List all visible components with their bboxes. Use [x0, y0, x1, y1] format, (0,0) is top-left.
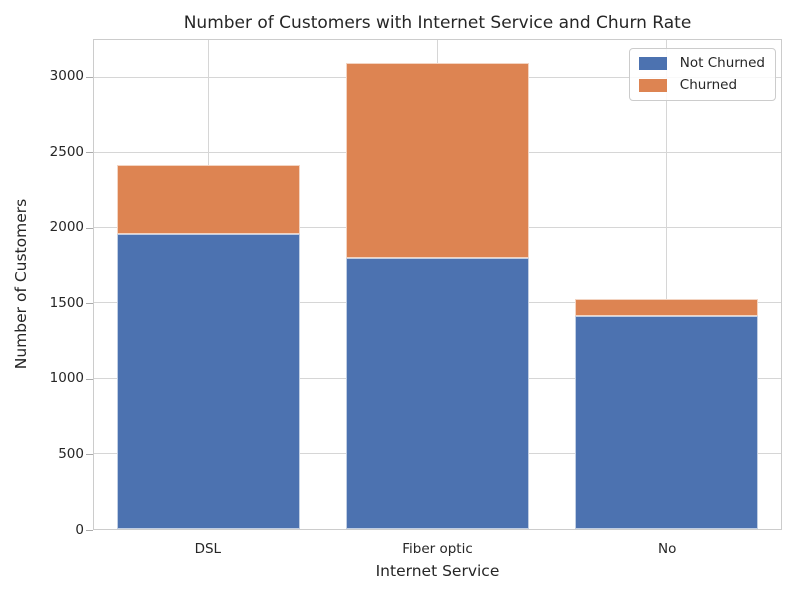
- v-gridline: [666, 40, 667, 529]
- y-tick-label: 500: [58, 445, 84, 462]
- bar-segment-not-churned: [574, 316, 759, 529]
- x-axis-label: Internet Service: [375, 562, 500, 580]
- bar-segment-churned: [116, 164, 301, 234]
- y-tick-mark: [86, 454, 93, 455]
- bar-no: [574, 40, 759, 529]
- legend-label-not-churned: Not Churned: [679, 55, 765, 71]
- y-tick-mark: [86, 152, 93, 153]
- legend-item-churned: Churned: [638, 77, 765, 93]
- y-tick-label: 2000: [49, 219, 84, 236]
- bar-segment-not-churned: [116, 233, 301, 529]
- y-tick-mark: [86, 77, 93, 78]
- chart-title: Number of Customers with Internet Servic…: [183, 13, 692, 33]
- y-axis-label: Number of Customers: [12, 198, 30, 370]
- legend-swatch-not-churned: [638, 57, 667, 70]
- y-tick-mark: [86, 228, 93, 229]
- x-tick-label-fiber-optic: Fiber optic: [402, 541, 473, 557]
- y-tick-mark: [86, 379, 93, 380]
- y-tick-label: 1000: [49, 370, 84, 387]
- legend: Not Churned Churned: [628, 48, 776, 101]
- legend-label-churned: Churned: [679, 77, 738, 93]
- bar-segment-churned: [345, 63, 530, 259]
- bar-fiber-optic: [345, 40, 530, 529]
- y-tick-mark: [86, 303, 93, 304]
- legend-swatch-churned: [638, 79, 667, 92]
- plot-area: Not Churned Churned: [93, 39, 782, 530]
- x-tick-label-no: No: [657, 541, 677, 557]
- bar-segment-not-churned: [345, 258, 530, 529]
- y-tick-label: 3000: [49, 68, 84, 85]
- bar-segment-churned: [574, 299, 759, 317]
- x-tick-label-dsl: DSL: [194, 541, 222, 557]
- y-tick-label: 0: [75, 521, 84, 538]
- legend-item-not-churned: Not Churned: [638, 55, 765, 71]
- y-tick-mark: [86, 530, 93, 531]
- bar-dsl: [116, 40, 301, 529]
- y-tick-label: 1500: [49, 294, 84, 311]
- y-tick-label: 2500: [49, 143, 84, 160]
